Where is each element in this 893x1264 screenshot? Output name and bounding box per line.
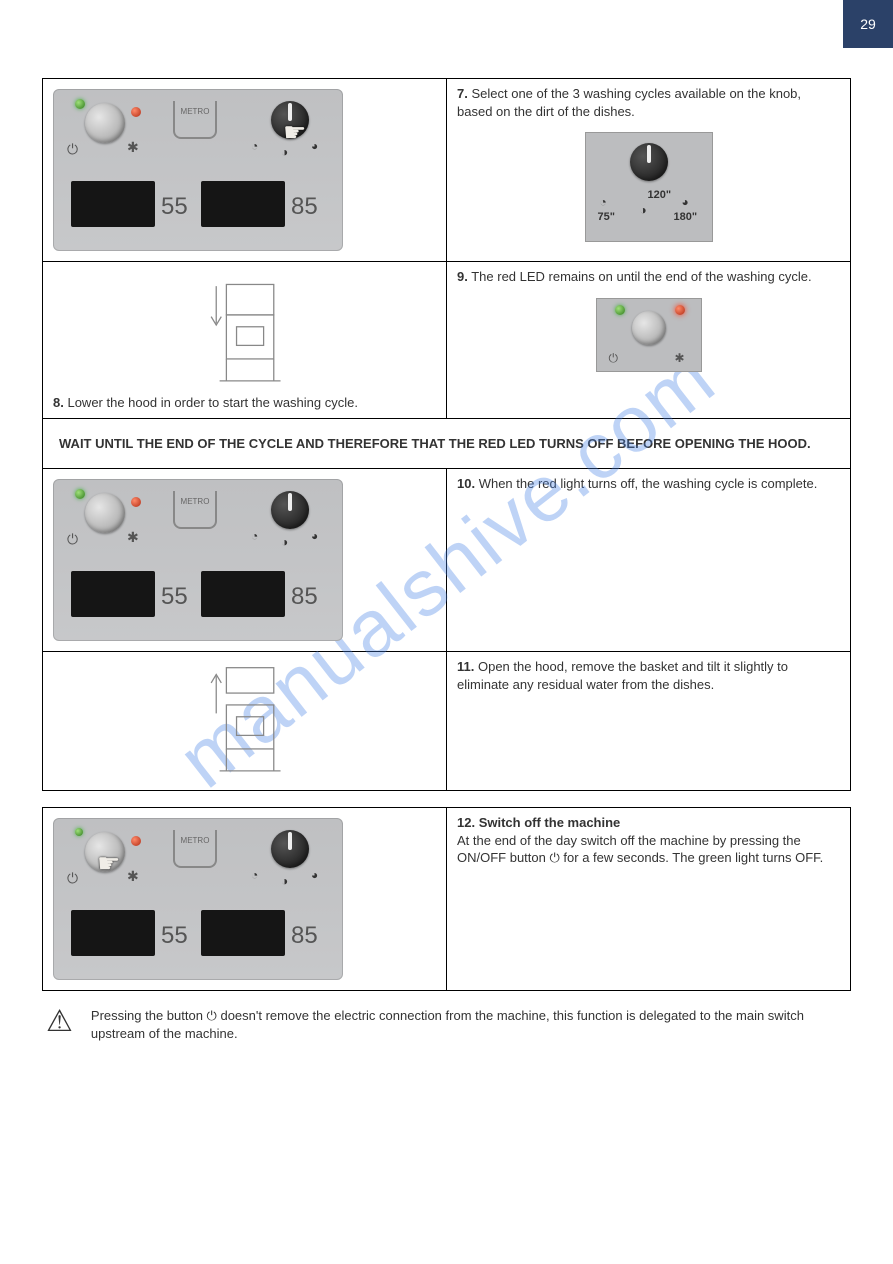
page-content: ⏻ ✱ METRO ☚ ◔ ◑ ◕ 55 85 7. Select o	[0, 0, 893, 1083]
led-red	[131, 107, 141, 117]
hand-icon: ☚	[97, 848, 120, 879]
cycle-mark-1: ◔	[251, 139, 258, 153]
cycle-knob	[271, 491, 309, 529]
display-left-label: 55	[161, 583, 188, 611]
power-icon: ⏻	[67, 870, 78, 887]
led-green	[75, 828, 83, 836]
step-number: 9.	[457, 269, 468, 284]
cycle-warning: WAIT UNTIL THE END OF THE CYCLE AND THER…	[53, 425, 840, 463]
power-led-detail: ⏻ ✱	[596, 298, 702, 372]
brand-badge: METRO	[173, 491, 217, 529]
table-row: ⏻ ✱ METRO ☚ ◔ ◑ ◕ 55 85 7. Select o	[43, 79, 851, 262]
display-right-label: 85	[291, 193, 318, 221]
label-180: 180"	[674, 211, 698, 223]
step-body: Lower the hood in order to start the was…	[67, 395, 358, 410]
dishwasher-hood-up	[202, 666, 288, 776]
power-knob	[85, 103, 125, 143]
display-left	[71, 571, 155, 617]
step-7-text: 7. Select one of the 3 washing cycles av…	[457, 85, 840, 120]
step-body: The red LED remains on until the end of …	[471, 269, 811, 284]
step-number: 12.	[457, 815, 475, 830]
mark-180: ◕	[682, 195, 689, 209]
cycle-mark-3: ◕	[311, 529, 318, 543]
step-9-text: 9. The red LED remains on until the end …	[457, 268, 840, 286]
display-left	[71, 910, 155, 956]
display-left-label: 55	[161, 193, 188, 221]
led-green-detail	[615, 305, 625, 315]
cycle-mark-3: ◕	[311, 139, 318, 153]
step-title: Switch off the machine	[479, 815, 621, 830]
brand-badge: METRO	[173, 830, 217, 868]
power-icon-inline: ⏻	[207, 1008, 217, 1023]
step-10-text: 10. When the red light turns off, the wa…	[457, 475, 840, 493]
display-left	[71, 181, 155, 227]
display-right-label: 85	[291, 583, 318, 611]
cycle-mark-2: ◑	[281, 145, 288, 159]
display-right	[201, 181, 285, 227]
power-icon-inline: ⏻	[549, 850, 559, 865]
warning-text: Pressing the button ⏻ doesn't remove the…	[91, 1007, 847, 1043]
display-right-label: 85	[291, 922, 318, 950]
dishwasher-hood-down	[202, 276, 288, 386]
display-right	[201, 571, 285, 617]
step-body: When the red light turns off, the washin…	[479, 476, 818, 491]
instruction-table-1: ⏻ ✱ METRO ☚ ◔ ◑ ◕ 55 85 7. Select o	[42, 78, 851, 791]
step-12-text: 12. Switch off the machine At the end of…	[457, 814, 840, 867]
cycle-warning-text: WAIT UNTIL THE END OF THE CYCLE AND THER…	[59, 436, 811, 451]
step-number: 11.	[457, 659, 474, 674]
power-icon: ⏻	[67, 141, 78, 158]
display-left-label: 55	[161, 922, 188, 950]
led-green	[75, 489, 85, 499]
control-panel-figure: ⏻ ✱ METRO ☚ ◔ ◑ ◕ 55 85	[53, 89, 343, 251]
step-8-text: 8. Lower the hood in order to start the …	[53, 394, 436, 412]
cycle-mark-2: ◑	[281, 535, 288, 549]
step-body: Select one of the 3 washing cycles avail…	[457, 86, 801, 119]
warn-part-1: Pressing the button	[91, 1008, 207, 1023]
power-knob	[85, 493, 125, 533]
control-panel-figure-2: ⏻ ✱ METRO ◔ ◑ ◕ 55 85	[53, 479, 343, 641]
brand-badge: METRO	[173, 101, 217, 139]
led-red	[131, 836, 141, 846]
table-row: 11. Open the hood, remove the basket and…	[43, 652, 851, 791]
cycle-knob-close	[630, 143, 668, 181]
step-body: Open the hood, remove the basket and til…	[457, 659, 788, 692]
led-red	[131, 497, 141, 507]
cycle-mark-3: ◕	[311, 868, 318, 882]
cycle-knob	[271, 830, 309, 868]
fan-icon: ✱	[127, 868, 139, 885]
page-number-tab: 29	[843, 0, 893, 48]
mark-120: ◑	[640, 203, 647, 217]
step-body-2: for a few seconds. The green light turns…	[563, 850, 823, 865]
table-row: ☚ ⏻ ✱ METRO ◔ ◑ ◕ 55 85 12. Switch	[43, 808, 851, 991]
power-knob-detail	[632, 311, 666, 345]
mark-75: ◔	[600, 195, 607, 209]
control-panel-figure-3: ☚ ⏻ ✱ METRO ◔ ◑ ◕ 55 85	[53, 818, 343, 980]
step-number: 10.	[457, 476, 475, 491]
table-row: 8. Lower the hood in order to start the …	[43, 262, 851, 419]
cycle-knob-detail: ◔ 75" ◑ 120" ◕ 180"	[585, 132, 713, 242]
fan-icon: ✱	[127, 139, 139, 156]
cycle-mark-1: ◔	[251, 868, 258, 882]
power-icon: ⏻	[609, 351, 619, 366]
cycle-mark-1: ◔	[251, 529, 258, 543]
led-green	[75, 99, 85, 109]
fan-icon: ✱	[127, 529, 139, 546]
warning-icon: ⚠	[46, 1007, 73, 1037]
label-75: 75"	[598, 211, 615, 223]
hand-icon: ☚	[283, 117, 306, 148]
warning-row: ⚠ Pressing the button ⏻ doesn't remove t…	[42, 1007, 851, 1043]
table-row: WAIT UNTIL THE END OF THE CYCLE AND THER…	[43, 418, 851, 469]
step-number: 7.	[457, 86, 468, 101]
step-number: 8.	[53, 395, 64, 410]
power-icon: ⏻	[67, 531, 78, 548]
cycle-mark-2: ◑	[281, 874, 288, 888]
led-red-detail	[675, 305, 685, 315]
display-right	[201, 910, 285, 956]
label-120: 120"	[648, 189, 672, 201]
step-11-text: 11. Open the hood, remove the basket and…	[457, 658, 840, 693]
table-row: ⏻ ✱ METRO ◔ ◑ ◕ 55 85 10. When the red l…	[43, 469, 851, 652]
fan-icon: ✱	[675, 351, 685, 365]
instruction-table-2: ☚ ⏻ ✱ METRO ◔ ◑ ◕ 55 85 12. Switch	[42, 807, 851, 991]
